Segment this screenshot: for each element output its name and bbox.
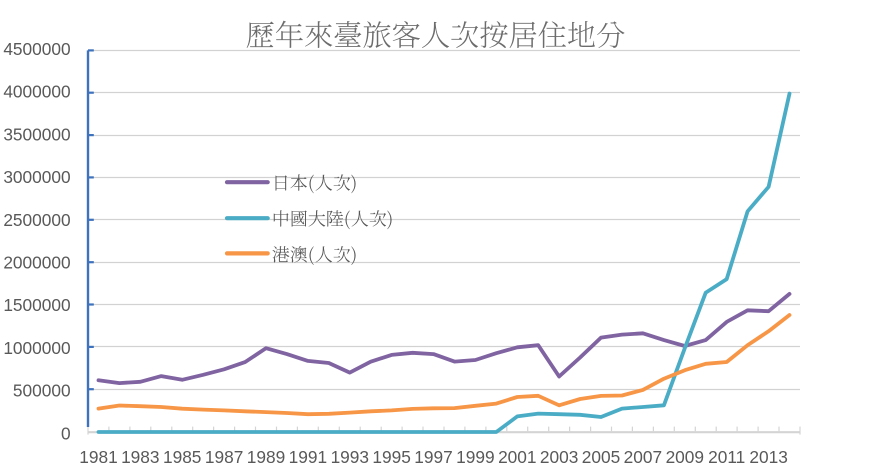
svg-text:1995: 1995	[372, 447, 410, 467]
svg-text:1991: 1991	[289, 447, 327, 467]
svg-text:2009: 2009	[666, 447, 704, 467]
svg-text:2011: 2011	[708, 447, 745, 467]
svg-text:3500000: 3500000	[3, 124, 70, 144]
svg-text:1993: 1993	[331, 447, 369, 467]
svg-text:2001: 2001	[498, 447, 536, 467]
svg-text:2000000: 2000000	[3, 253, 70, 273]
svg-text:1999: 1999	[456, 447, 494, 467]
svg-text:2013: 2013	[749, 447, 787, 467]
svg-text:3000000: 3000000	[3, 167, 70, 187]
svg-text:2500000: 2500000	[3, 210, 70, 230]
svg-text:4500000: 4500000	[3, 39, 70, 59]
svg-text:1987: 1987	[205, 447, 243, 467]
svg-text:1981: 1981	[79, 447, 117, 467]
svg-text:500000: 500000	[13, 381, 71, 401]
svg-text:1500000: 1500000	[3, 295, 70, 315]
svg-text:2003: 2003	[540, 447, 578, 467]
svg-text:0: 0	[61, 423, 71, 443]
svg-text:2007: 2007	[624, 447, 662, 467]
svg-text:1997: 1997	[414, 447, 452, 467]
svg-text:1989: 1989	[247, 447, 285, 467]
svg-text:4000000: 4000000	[3, 82, 70, 102]
svg-text:1983: 1983	[121, 447, 159, 467]
svg-text:1985: 1985	[163, 447, 201, 467]
svg-text:1000000: 1000000	[3, 338, 70, 358]
svg-text:2005: 2005	[582, 447, 620, 467]
